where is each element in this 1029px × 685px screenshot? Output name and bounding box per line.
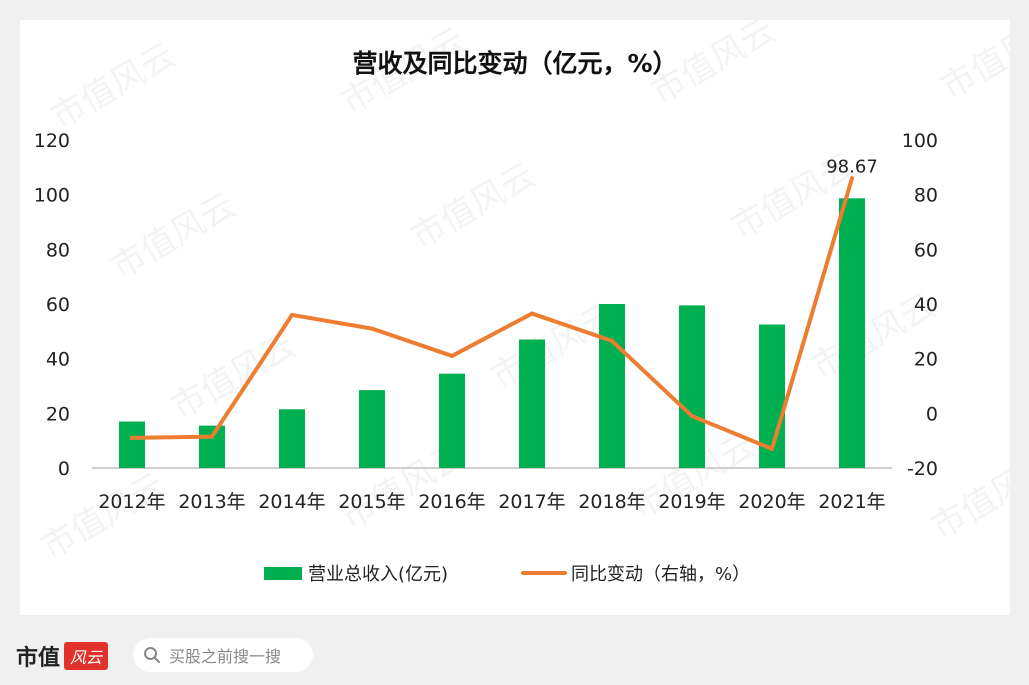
bar-revenue-2013年: [199, 425, 225, 468]
data-label-value: 98.67: [826, 156, 878, 177]
bar-revenue-2014年: [279, 409, 305, 468]
line-yoy-change: [130, 176, 854, 451]
x-axis-tick-label: 2013年: [178, 491, 245, 513]
brand-seal-logo: 风云: [64, 642, 109, 670]
x-axis-tick-label: 2018年: [578, 491, 645, 513]
x-axis-tick-label: 2021年: [818, 491, 885, 513]
bar-revenue-2017年: [519, 339, 545, 468]
right-axis-tick-label: 100: [902, 130, 938, 152]
line-point-yoy-2012年: [130, 435, 134, 440]
right-axis-tick-label: 20: [914, 349, 938, 371]
left-axis-tick-label: 20: [46, 403, 70, 425]
legend[interactable]: 营业总收入(亿元) 同比变动（右轴，%）: [264, 564, 750, 585]
bar-revenue-2015年: [359, 390, 385, 468]
right-axis-tick-label: 40: [914, 294, 938, 316]
right-axis-tick-label: -20: [907, 458, 938, 480]
bar-revenue-2012年: [119, 421, 145, 468]
right-axis-tick-label: 60: [914, 239, 938, 261]
x-axis-tick-label: 2020年: [738, 491, 805, 513]
x-axis-ticks: 2012年 2013年 2014年 2015年 2016年 2017年 2018年 2019年…: [98, 491, 885, 513]
x-axis-tick-label: 2012年: [98, 491, 165, 513]
x-axis-tick-label: 2017年: [498, 491, 565, 513]
brand-name: 市值: [16, 645, 61, 671]
line-point-yoy-2016年: [450, 353, 454, 358]
chart-title: 营收及同比变动（亿元，%）: [352, 49, 677, 78]
line-point-yoy-2020年: [770, 446, 774, 451]
right-axis-tick-label: 80: [914, 185, 938, 207]
line-series: [130, 176, 854, 451]
right-axis-ticks: -20 0 20 40 60 80 100: [902, 130, 938, 480]
brand-logo[interactable]: 市值 风云: [16, 638, 109, 674]
line-point-yoy-2017年: [530, 311, 534, 316]
search-icon: [143, 646, 161, 664]
footer-bar: 市值 风云 买股之前搜一搜: [0, 628, 1029, 685]
right-axis-tick-label: 0: [926, 403, 938, 425]
left-axis-tick-label: 80: [46, 239, 70, 261]
left-axis-ticks: 0 20 40 60 80 100 120: [34, 130, 70, 480]
line-point-yoy-2021年: [850, 176, 854, 181]
bar-revenue-2018年: [599, 304, 625, 468]
left-axis-tick-label: 0: [58, 458, 70, 480]
legend-label-revenue: 营业总收入(亿元): [308, 564, 448, 585]
x-axis-tick-label: 2016年: [418, 491, 485, 513]
x-axis-tick-label: 2014年: [258, 491, 325, 513]
legend-label-yoy: 同比变动（右轴，%）: [571, 564, 750, 585]
legend-swatch-revenue: [264, 567, 302, 580]
data-labels: 98.67: [826, 156, 878, 177]
left-axis-tick-label: 40: [46, 349, 70, 371]
left-axis-tick-label: 100: [34, 185, 70, 207]
line-point-yoy-2015年: [370, 326, 374, 331]
line-point-yoy-2013年: [210, 434, 214, 439]
search-placeholder: 买股之前搜一搜: [169, 647, 282, 666]
search-input[interactable]: 买股之前搜一搜: [133, 638, 313, 672]
x-axis-tick-label: 2015年: [338, 491, 405, 513]
chart-card: 市值风云市值风云市值风云市值风云市值风云市值风云市值风云市值风云市值风云市值风云…: [20, 20, 1010, 615]
line-point-yoy-2018年: [610, 338, 614, 343]
bar-revenue-2016年: [439, 373, 465, 468]
left-axis-tick-label: 120: [34, 130, 70, 152]
x-axis-tick-label: 2019年: [658, 491, 725, 513]
line-point-yoy-2014年: [290, 312, 294, 317]
bar-revenue-2021年: [839, 198, 865, 468]
chart: 市值风云市值风云市值风云市值风云市值风云市值风云市值风云市值风云市值风云市值风云…: [34, 20, 1011, 585]
left-axis-tick-label: 60: [46, 294, 70, 316]
bar-series: [119, 198, 865, 468]
bar-revenue-2019年: [679, 305, 705, 468]
line-point-yoy-2019年: [690, 414, 694, 419]
